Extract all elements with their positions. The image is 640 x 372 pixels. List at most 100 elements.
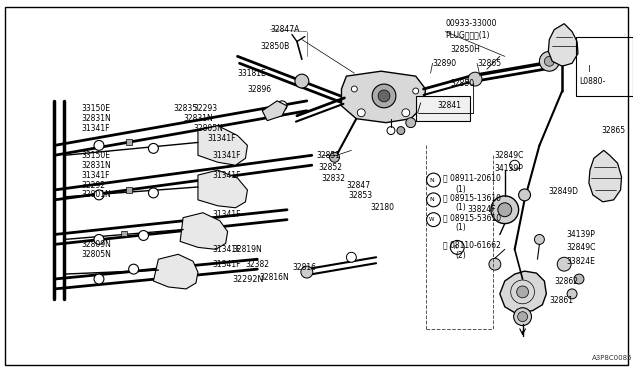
Circle shape bbox=[491, 196, 518, 224]
Circle shape bbox=[545, 56, 554, 66]
Text: (1): (1) bbox=[455, 223, 466, 232]
Text: 32853: 32853 bbox=[348, 192, 372, 201]
Text: 32809N: 32809N bbox=[81, 240, 111, 249]
Circle shape bbox=[540, 51, 559, 71]
Text: 32382: 32382 bbox=[246, 260, 269, 269]
Circle shape bbox=[378, 90, 390, 102]
Circle shape bbox=[534, 234, 545, 244]
Text: 32805N: 32805N bbox=[81, 250, 111, 259]
Circle shape bbox=[406, 118, 416, 128]
Circle shape bbox=[351, 86, 357, 92]
Circle shape bbox=[94, 234, 104, 244]
Text: R: R bbox=[453, 245, 457, 250]
Circle shape bbox=[468, 72, 482, 86]
Bar bbox=[125, 187, 132, 193]
Text: Ⓡ 08110-61662: Ⓡ 08110-61662 bbox=[444, 240, 501, 249]
Text: 33181E: 33181E bbox=[237, 69, 266, 78]
Circle shape bbox=[489, 258, 501, 270]
Text: 31341F: 31341F bbox=[212, 171, 241, 180]
Bar bbox=[125, 140, 132, 145]
Circle shape bbox=[574, 274, 584, 284]
Circle shape bbox=[148, 188, 158, 198]
Text: (1): (1) bbox=[455, 186, 466, 195]
Text: 31341F: 31341F bbox=[212, 245, 241, 254]
Polygon shape bbox=[342, 71, 426, 123]
Text: (2): (2) bbox=[455, 251, 466, 260]
Circle shape bbox=[402, 109, 410, 117]
Circle shape bbox=[427, 213, 440, 227]
Polygon shape bbox=[198, 126, 248, 165]
Text: 31341F: 31341F bbox=[208, 134, 236, 143]
Text: 31341F: 31341F bbox=[212, 151, 241, 160]
Circle shape bbox=[397, 126, 405, 135]
Text: W: W bbox=[429, 217, 435, 222]
Circle shape bbox=[518, 312, 527, 322]
Text: 32293: 32293 bbox=[193, 104, 217, 113]
Circle shape bbox=[139, 231, 148, 240]
Text: 32890: 32890 bbox=[433, 59, 457, 68]
Circle shape bbox=[557, 257, 571, 271]
Circle shape bbox=[427, 173, 440, 187]
Text: 32862: 32862 bbox=[554, 276, 579, 286]
Text: 32861: 32861 bbox=[549, 296, 573, 305]
Circle shape bbox=[451, 240, 464, 254]
Text: 32292: 32292 bbox=[81, 180, 105, 189]
Text: 34139P: 34139P bbox=[566, 230, 595, 239]
Text: 32841: 32841 bbox=[438, 101, 461, 110]
Text: 33824F: 33824F bbox=[467, 205, 495, 214]
Text: Ⓝ 08915-13610: Ⓝ 08915-13610 bbox=[444, 193, 501, 202]
Text: 32852: 32852 bbox=[319, 163, 342, 172]
Polygon shape bbox=[262, 101, 287, 121]
Text: Ⓦ 08915-53610: Ⓦ 08915-53610 bbox=[444, 213, 502, 222]
Text: 32865: 32865 bbox=[602, 126, 626, 135]
Circle shape bbox=[330, 153, 339, 162]
Circle shape bbox=[372, 84, 396, 108]
Bar bbox=[121, 231, 127, 237]
Text: 32816: 32816 bbox=[292, 263, 316, 272]
Polygon shape bbox=[500, 271, 547, 313]
Circle shape bbox=[301, 266, 313, 278]
Circle shape bbox=[516, 286, 529, 298]
Polygon shape bbox=[198, 170, 248, 208]
Text: 32831N: 32831N bbox=[81, 161, 111, 170]
Text: 32801N: 32801N bbox=[81, 190, 111, 199]
Circle shape bbox=[498, 203, 512, 217]
Text: 32831N: 32831N bbox=[81, 114, 111, 123]
Text: 00933-33000: 00933-33000 bbox=[445, 19, 497, 28]
Text: PLUGプラグ(1): PLUGプラグ(1) bbox=[445, 30, 490, 39]
Circle shape bbox=[387, 126, 395, 135]
Circle shape bbox=[94, 141, 104, 150]
Text: 33150E: 33150E bbox=[81, 151, 110, 160]
Text: 31341F: 31341F bbox=[212, 260, 241, 269]
Bar bbox=[416, 96, 470, 121]
Circle shape bbox=[427, 193, 440, 207]
Circle shape bbox=[129, 264, 139, 274]
Text: 32896: 32896 bbox=[248, 84, 271, 93]
Circle shape bbox=[94, 190, 104, 200]
Text: 32865: 32865 bbox=[477, 59, 501, 68]
Circle shape bbox=[413, 88, 419, 94]
Text: 32831N: 32831N bbox=[183, 114, 213, 123]
Polygon shape bbox=[154, 254, 198, 289]
Text: 32832: 32832 bbox=[322, 174, 346, 183]
Circle shape bbox=[94, 274, 104, 284]
Polygon shape bbox=[589, 150, 621, 202]
Bar bbox=[576, 36, 634, 96]
Polygon shape bbox=[548, 24, 578, 66]
Text: 32851: 32851 bbox=[317, 151, 340, 160]
Circle shape bbox=[518, 189, 531, 201]
Text: (1): (1) bbox=[455, 203, 466, 212]
Text: I: I bbox=[579, 65, 591, 74]
Text: 32847: 32847 bbox=[346, 180, 371, 189]
Text: 32819N: 32819N bbox=[232, 245, 262, 254]
Text: 31341F: 31341F bbox=[81, 171, 109, 180]
Text: 32847A: 32847A bbox=[270, 25, 300, 34]
Text: Ⓝ 08911-20610: Ⓝ 08911-20610 bbox=[444, 174, 501, 183]
Text: 32850H: 32850H bbox=[451, 45, 480, 54]
Circle shape bbox=[346, 252, 356, 262]
Text: 32849C: 32849C bbox=[566, 243, 595, 252]
Polygon shape bbox=[180, 213, 228, 249]
Text: 32849D: 32849D bbox=[548, 187, 579, 196]
Text: 32180: 32180 bbox=[370, 203, 394, 212]
Circle shape bbox=[148, 144, 158, 153]
